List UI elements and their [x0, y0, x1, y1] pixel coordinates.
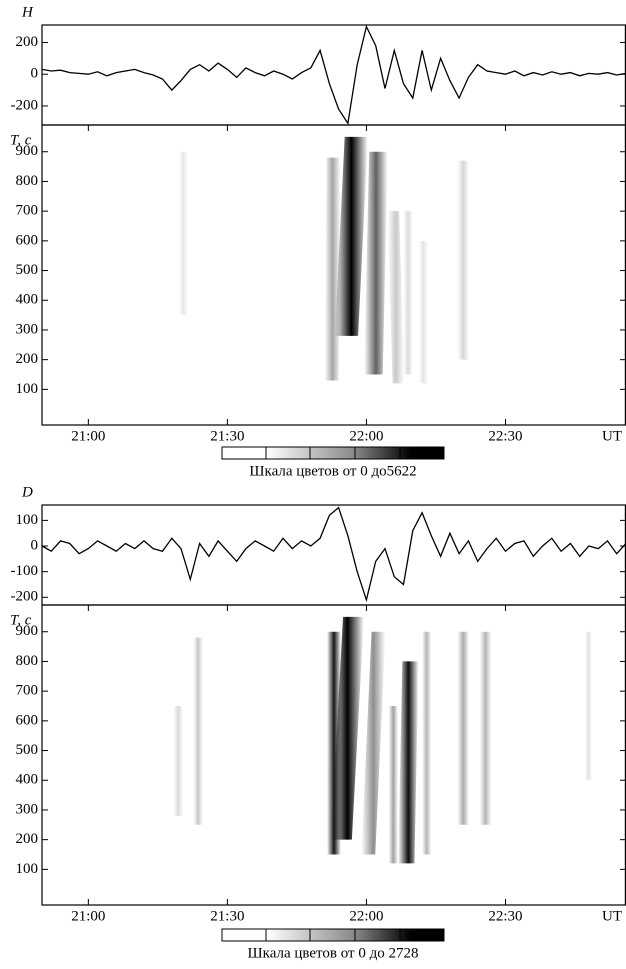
x-tick-label: 22:00	[349, 428, 383, 444]
y-axis-label: T, с	[10, 132, 32, 148]
y-tick-label: 400	[16, 292, 39, 308]
x-tick-label: 21:30	[210, 428, 244, 444]
streak	[422, 631, 432, 855]
x-tick-label: 21:30	[210, 908, 244, 924]
panel-frame	[41, 24, 626, 126]
streak	[457, 160, 470, 360]
y-tick-label: 200	[16, 34, 39, 50]
colorbar-label: Шкала цветов от 0 до 2728	[248, 945, 419, 961]
y-tick-label: 900	[16, 143, 39, 159]
streak	[178, 151, 188, 316]
streak	[361, 631, 386, 855]
y-axis-label: D	[21, 484, 33, 500]
y-axis-label: H	[21, 4, 34, 20]
streak	[457, 631, 470, 825]
colorbar	[221, 446, 445, 460]
y-tick-label: -200	[11, 589, 39, 605]
streak	[388, 705, 398, 864]
y-axis-label: T, с	[10, 612, 32, 628]
y-tick-label: 800	[16, 173, 39, 189]
streak	[193, 637, 203, 825]
y-tick-label: 300	[16, 321, 39, 337]
trace	[41, 506, 626, 603]
y-tick-label: 200	[16, 351, 39, 367]
x-tick-label: 22:30	[488, 428, 522, 444]
y-tick-label: 800	[16, 653, 39, 669]
x-tick-label: 21:00	[71, 428, 105, 444]
x-axis-label: UT	[602, 908, 622, 924]
y-tick-label: 100	[16, 861, 39, 877]
streak	[173, 705, 183, 816]
y-tick-label: 700	[16, 683, 39, 699]
streak	[324, 157, 341, 381]
streak	[364, 151, 388, 375]
x-tick-label: 21:00	[71, 908, 105, 924]
panel-frame	[41, 504, 626, 606]
y-tick-label: 300	[16, 801, 39, 817]
streak	[334, 136, 368, 336]
trace	[41, 24, 626, 126]
panel-frame	[41, 124, 626, 426]
streak	[479, 631, 492, 825]
y-tick-label: 0	[31, 66, 39, 82]
streak	[584, 631, 592, 781]
y-tick-label: 400	[16, 772, 39, 788]
y-tick-label: 500	[16, 262, 39, 278]
streak	[387, 211, 405, 384]
streak	[330, 616, 364, 840]
streak	[403, 211, 413, 375]
y-tick-label: 700	[16, 203, 39, 219]
colorbar-label: Шкала цветов от 0 до5622	[249, 463, 416, 479]
y-tick-label: 100	[16, 512, 39, 528]
y-tick-label: 900	[16, 623, 39, 639]
y-tick-label: -100	[11, 563, 39, 579]
y-tick-label: 100	[16, 381, 39, 397]
y-tick-label: 500	[16, 742, 39, 758]
y-tick-label: 600	[16, 712, 39, 728]
streak	[418, 240, 429, 384]
y-tick-label: 600	[16, 232, 39, 248]
colorbar	[221, 928, 445, 942]
y-tick-label: 0	[31, 537, 39, 553]
x-tick-label: 22:30	[488, 908, 522, 924]
y-tick-label: 200	[16, 831, 39, 847]
x-axis-label: UT	[602, 428, 622, 444]
streak	[398, 661, 419, 864]
x-tick-label: 22:00	[349, 908, 383, 924]
panel-frame	[41, 604, 626, 906]
y-tick-label: -200	[11, 97, 39, 113]
